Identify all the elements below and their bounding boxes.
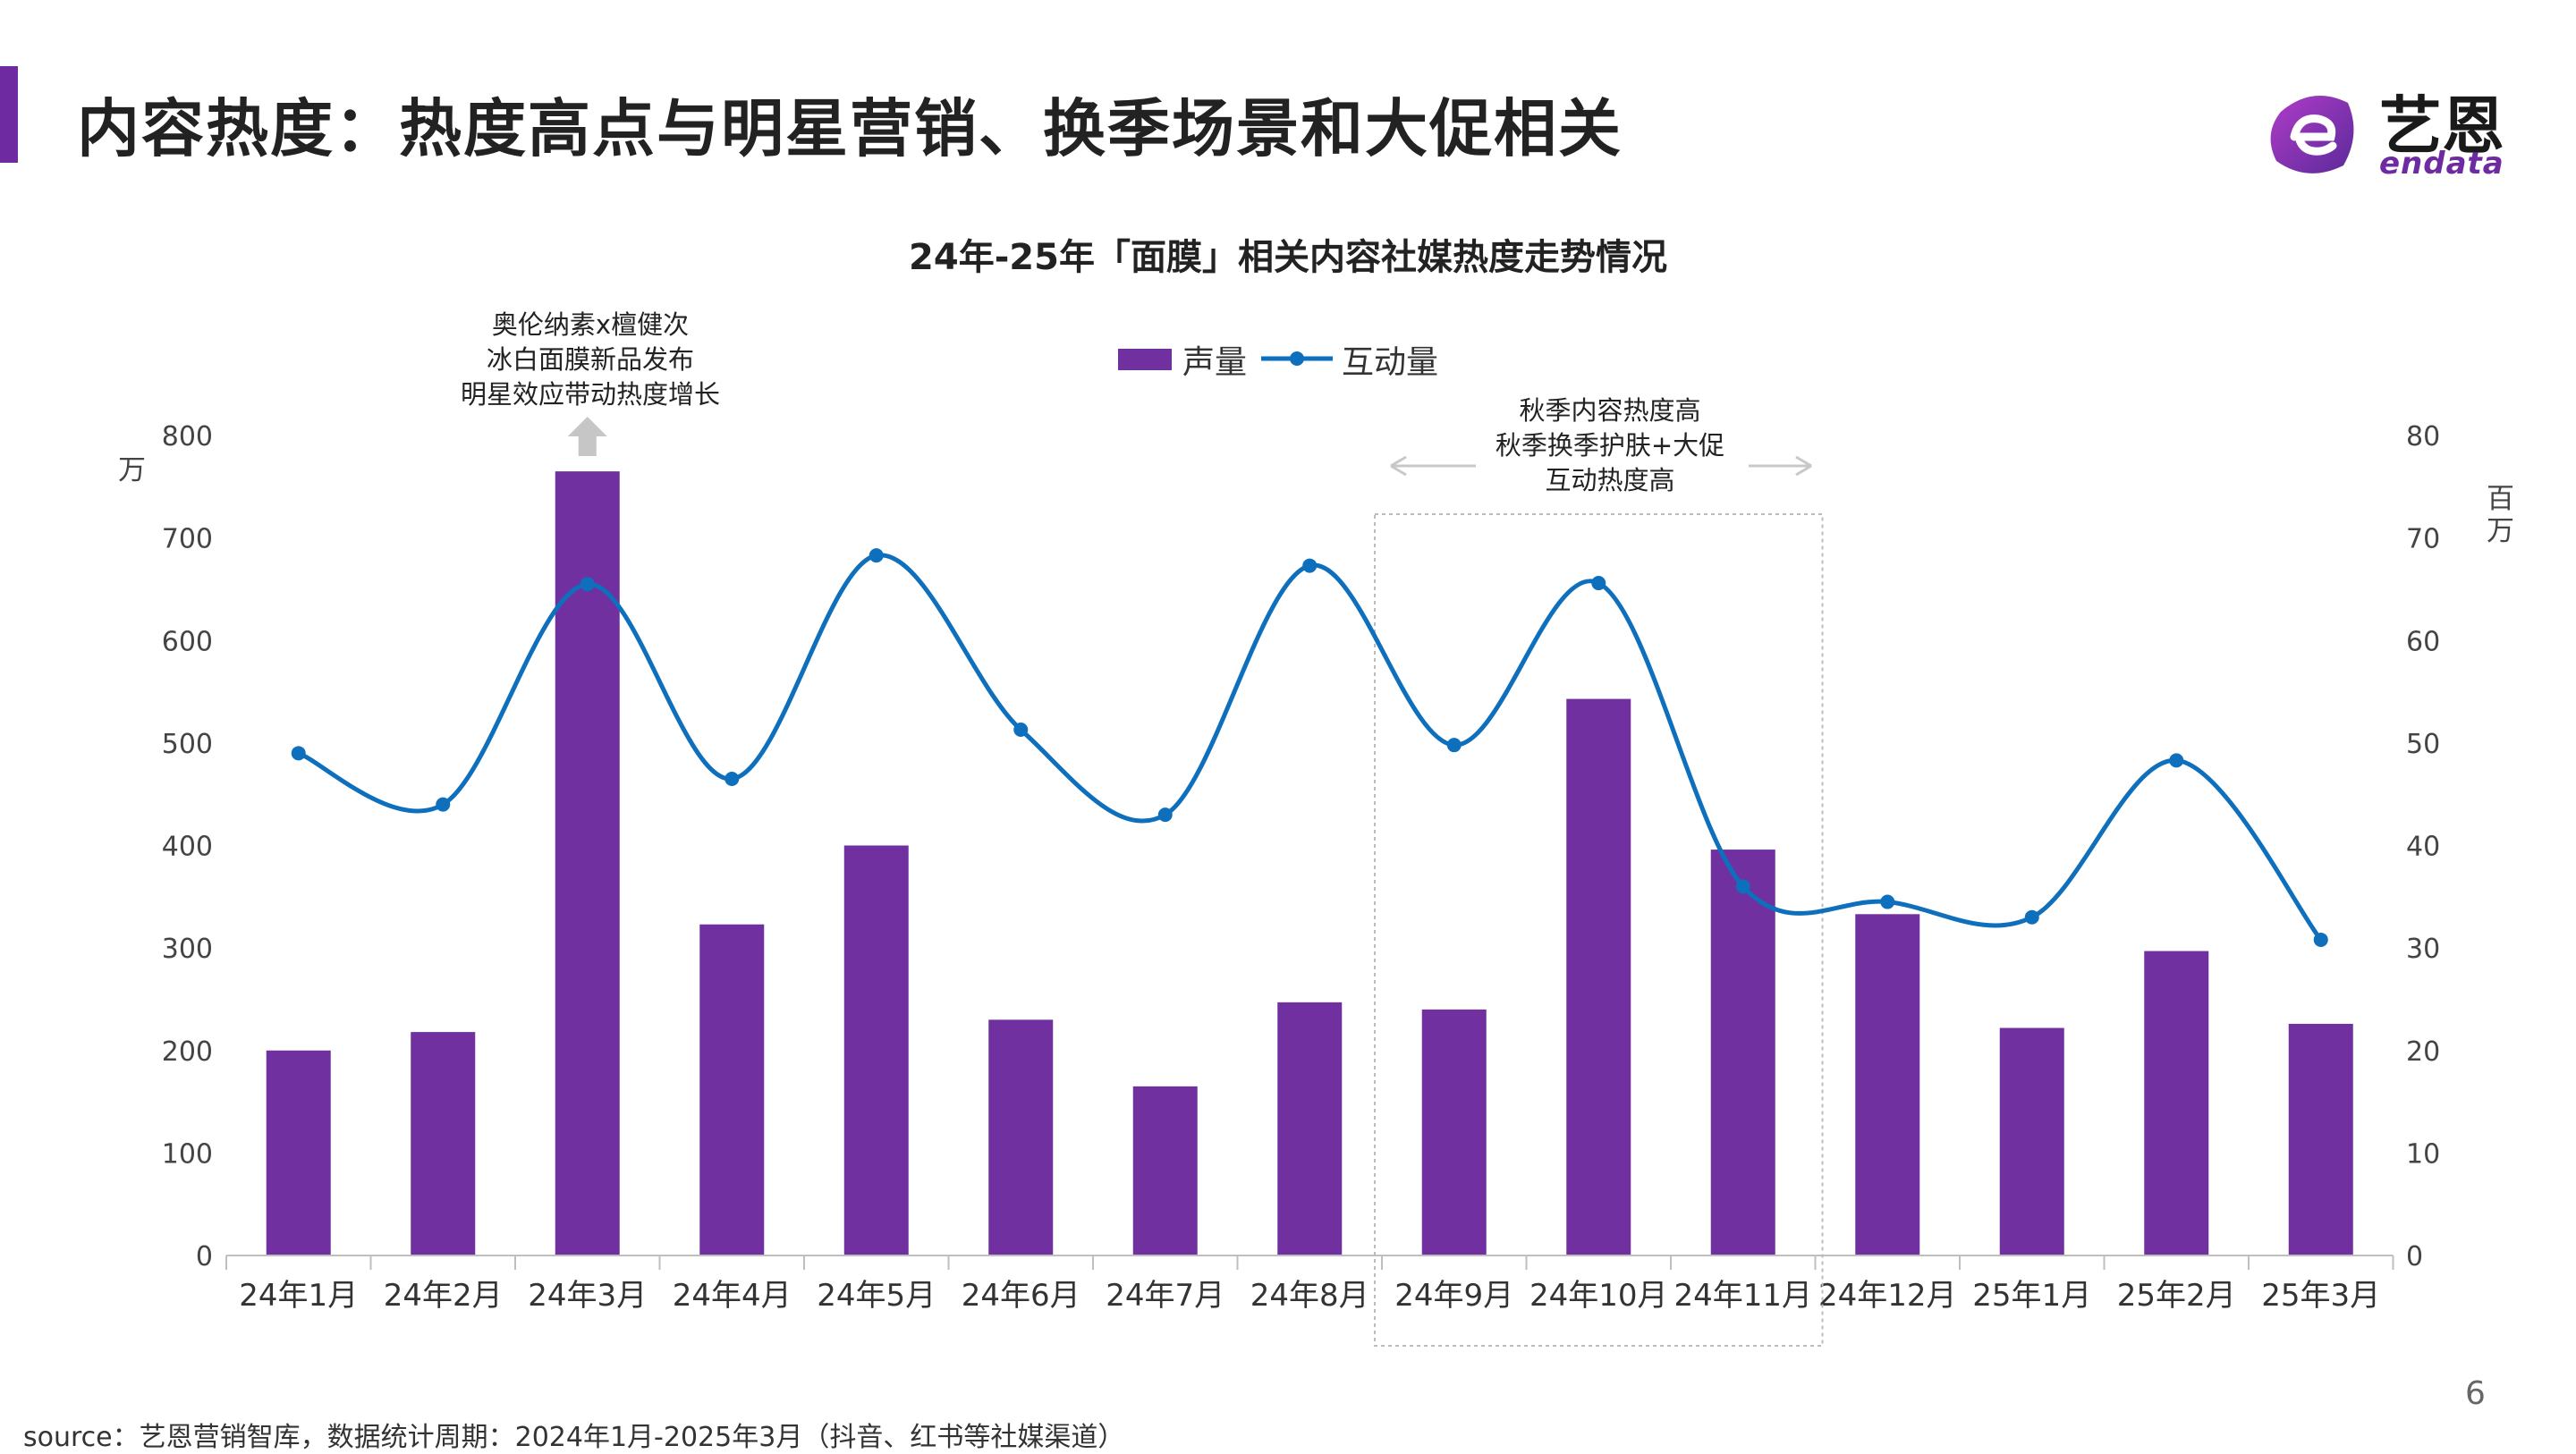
point-24年5月 [869,548,884,563]
right-tick-label: 50 [2406,729,2440,760]
x-tick-label: 24年5月 [817,1278,936,1314]
left-tick-label: 500 [162,729,213,760]
up-arrow-icon [567,417,607,456]
left-tick-label: 600 [162,626,213,657]
logo-name-cn: 艺恩 [2379,89,2504,163]
left-axis-unit: 万 [118,454,146,486]
left-tick-label: 300 [162,934,213,965]
point-25年3月 [2313,932,2328,947]
point-25年2月 [2169,753,2184,768]
bar-25年3月 [2288,1023,2353,1255]
left-tick-label: 800 [162,421,213,452]
right-axis-unit: 百万 [2487,483,2514,547]
x-tick-label: 24年7月 [1106,1278,1224,1314]
left-tick-label: 100 [162,1138,213,1170]
page-number: 6 [2465,1375,2486,1412]
x-tick-label: 24年3月 [528,1278,647,1314]
annotation-autumn: 秋季内容热度高 秋季换季护肤+大促 互动热度高 [1467,393,1753,498]
logo-name-en: endata [2379,146,2504,182]
x-axis: 24年1月 24年2月 24年3月 24年4月 24年5月 24年6月 24年7月 24年8月… [225,1255,2394,1314]
x-tick-label: 24年12月 [1818,1278,1957,1314]
annotation-march: 奥伦纳素x檀健次 冰白面膜新品发布 明星效应带动热度增长 [429,308,751,412]
right-tick-label: 70 [2406,524,2440,555]
bar-24年1月 [266,1050,331,1255]
interaction-line [297,553,2323,942]
annotation-arrows [567,417,1812,477]
bar-series [266,471,2353,1255]
left-tick-label: 200 [162,1036,213,1068]
chart-title: 24年-25年「面膜」相关内容社媒热度走势情况 [909,237,1667,278]
annotation-autumn-line-1: 秋季内容热度高 [1519,395,1701,426]
point-24年11月 [1735,879,1750,894]
annotation-autumn-line-3: 互动热度高 [1545,465,1675,495]
bar-24年12月 [1855,914,1920,1255]
left-tick-label: 400 [162,832,213,863]
left-tick-label: 0 [196,1241,213,1272]
title-accent-bar [0,66,18,163]
endata-logo: 艺恩 endata [2263,76,2531,183]
legend-line-swatch [1261,351,1333,366]
right-tick-label: 30 [2406,934,2440,965]
bar-25年1月 [1999,1027,2064,1255]
line-series [291,548,2328,947]
bar-25年2月 [2144,951,2209,1255]
point-24年10月 [1591,576,1606,591]
point-24年8月 [1302,558,1318,573]
x-tick-label: 25年1月 [1972,1278,2091,1314]
right-axis-ticks: 0 10 20 30 40 50 60 70 80 [2406,421,2440,1272]
point-24年2月 [436,797,451,812]
point-24年1月 [291,746,306,761]
annotation-march-line-3: 明星效应带动热度增长 [460,379,720,410]
right-tick-label: 60 [2406,626,2440,657]
x-tick-label: 24年11月 [1674,1278,1812,1314]
right-tick-label: 20 [2406,1036,2440,1068]
right-arrow-icon [1795,455,1812,477]
highlight-box [1374,513,1824,1347]
point-24年9月 [1446,738,1462,753]
left-axis-ticks: 0 100 200 300 400 500 600 700 800 [162,421,213,1272]
bar-24年2月 [411,1032,476,1255]
legend-label-bar: 声量 [1182,344,1248,381]
x-tick-label: 24年6月 [962,1278,1080,1314]
annotation-autumn-line-2: 秋季换季护肤+大促 [1495,430,1725,461]
point-24年6月 [1013,722,1029,737]
page-title: 内容热度：热度高点与明星营销、换季场景和大促相关 [77,92,1623,165]
bar-24年10月 [1566,698,1631,1255]
right-tick-label: 40 [2406,832,2440,863]
x-tick-label: 24年1月 [239,1278,358,1314]
x-tick-label: 24年10月 [1530,1278,1668,1314]
annotation-march-line-2: 冰白面膜新品发布 [486,344,694,375]
x-tick-label: 24年9月 [1394,1278,1513,1314]
bar-24年7月 [1132,1086,1198,1255]
bar-24年3月 [555,471,620,1255]
bar-24年9月 [1421,1009,1487,1255]
x-tick-label: 25年3月 [2261,1278,2380,1314]
bar-24年6月 [988,1019,1054,1255]
point-24年3月 [580,577,595,592]
source-note: source：艺恩营销智库，数据统计周期：2024年1月-2025年3月（抖音、… [23,1422,1125,1453]
x-tick-label: 25年2月 [2117,1278,2236,1314]
right-tick-label: 0 [2406,1241,2423,1272]
x-tick-label: 24年2月 [384,1278,503,1314]
legend-bar-swatch [1118,349,1172,370]
right-tick-label: 10 [2406,1138,2440,1170]
x-tick-label: 24年8月 [1250,1278,1369,1314]
bar-24年8月 [1277,1002,1343,1255]
legend-label-line: 互动量 [1342,344,1439,381]
right-tick-label: 80 [2406,421,2440,452]
endata-logo-icon [2270,96,2354,173]
point-24年7月 [1157,807,1173,823]
bar-24年11月 [1710,850,1775,1255]
left-arrow-icon [1390,455,1407,477]
bar-24年5月 [843,845,909,1255]
annotation-march-line-1: 奥伦纳素x檀健次 [491,309,690,340]
point-25年1月 [2024,909,2039,925]
point-24年12月 [1880,894,1895,909]
highlight-box-rect [1374,513,1824,1347]
x-tick-label: 24年4月 [673,1278,792,1314]
left-tick-label: 700 [162,524,213,555]
point-24年4月 [724,771,740,786]
bar-24年4月 [699,924,765,1255]
